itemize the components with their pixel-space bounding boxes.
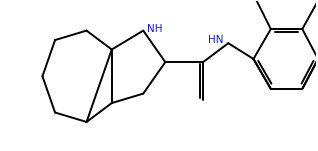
Text: NH: NH [147, 24, 162, 34]
Text: HN: HN [208, 35, 224, 45]
